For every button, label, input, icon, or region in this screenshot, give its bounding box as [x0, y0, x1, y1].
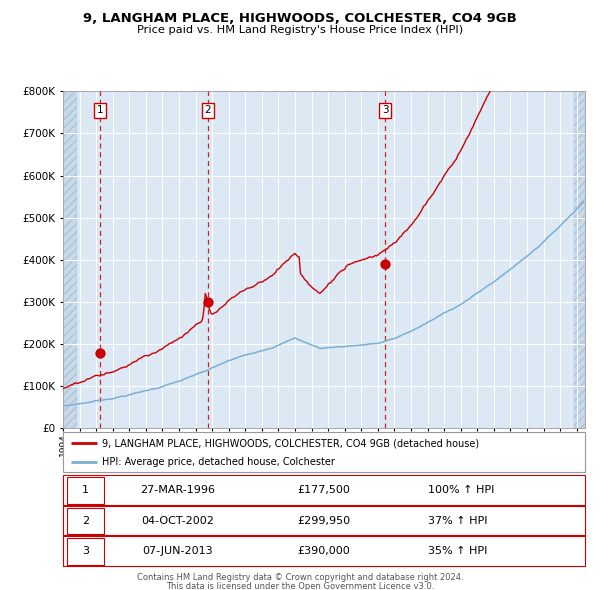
Text: 35% ↑ HPI: 35% ↑ HPI	[428, 546, 488, 556]
Text: This data is licensed under the Open Government Licence v3.0.: This data is licensed under the Open Gov…	[166, 582, 434, 590]
Text: 3: 3	[82, 546, 89, 556]
Text: 07-JUN-2013: 07-JUN-2013	[143, 546, 213, 556]
Text: 37% ↑ HPI: 37% ↑ HPI	[428, 516, 488, 526]
Bar	[63, 536, 585, 566]
Bar	[63, 506, 585, 535]
Bar	[63, 476, 585, 505]
Text: 100% ↑ HPI: 100% ↑ HPI	[428, 485, 495, 495]
Text: 9, LANGHAM PLACE, HIGHWOODS, COLCHESTER, CO4 9GB: 9, LANGHAM PLACE, HIGHWOODS, COLCHESTER,…	[83, 12, 517, 25]
Text: HPI: Average price, detached house, Colchester: HPI: Average price, detached house, Colc…	[102, 457, 335, 467]
Text: 9, LANGHAM PLACE, HIGHWOODS, COLCHESTER, CO4 9GB (detached house): 9, LANGHAM PLACE, HIGHWOODS, COLCHESTER,…	[102, 438, 479, 448]
Point	[203, 297, 213, 306]
Text: £177,500: £177,500	[298, 485, 350, 495]
Text: £390,000: £390,000	[298, 546, 350, 556]
Text: 1: 1	[82, 485, 89, 495]
Text: 27-MAR-1996: 27-MAR-1996	[140, 485, 215, 495]
Text: 2: 2	[205, 106, 211, 116]
Bar	[63, 91, 77, 428]
Bar	[574, 91, 585, 428]
Text: 04-OCT-2002: 04-OCT-2002	[142, 516, 214, 526]
Text: 2: 2	[82, 516, 89, 526]
Bar	[67, 507, 104, 535]
Point	[380, 259, 390, 268]
Text: £299,950: £299,950	[298, 516, 350, 526]
Bar	[67, 538, 104, 565]
Text: 1: 1	[97, 106, 103, 116]
Bar	[67, 477, 104, 504]
Point	[95, 349, 105, 358]
Text: Price paid vs. HM Land Registry's House Price Index (HPI): Price paid vs. HM Land Registry's House …	[137, 25, 463, 35]
Text: 3: 3	[382, 106, 388, 116]
Text: Contains HM Land Registry data © Crown copyright and database right 2024.: Contains HM Land Registry data © Crown c…	[137, 573, 463, 582]
